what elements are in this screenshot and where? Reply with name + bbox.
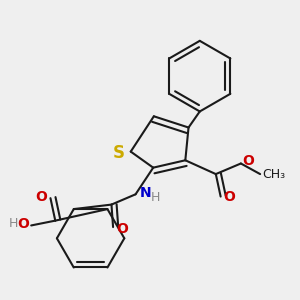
Text: H: H bbox=[151, 191, 160, 204]
Text: H: H bbox=[9, 218, 18, 230]
Text: O: O bbox=[116, 222, 128, 236]
Text: O: O bbox=[242, 154, 254, 168]
Text: O: O bbox=[35, 190, 47, 204]
Text: O: O bbox=[223, 190, 235, 204]
Text: N: N bbox=[140, 186, 151, 200]
Text: S: S bbox=[112, 144, 124, 162]
Text: O: O bbox=[17, 217, 28, 231]
Text: CH₃: CH₃ bbox=[263, 168, 286, 181]
